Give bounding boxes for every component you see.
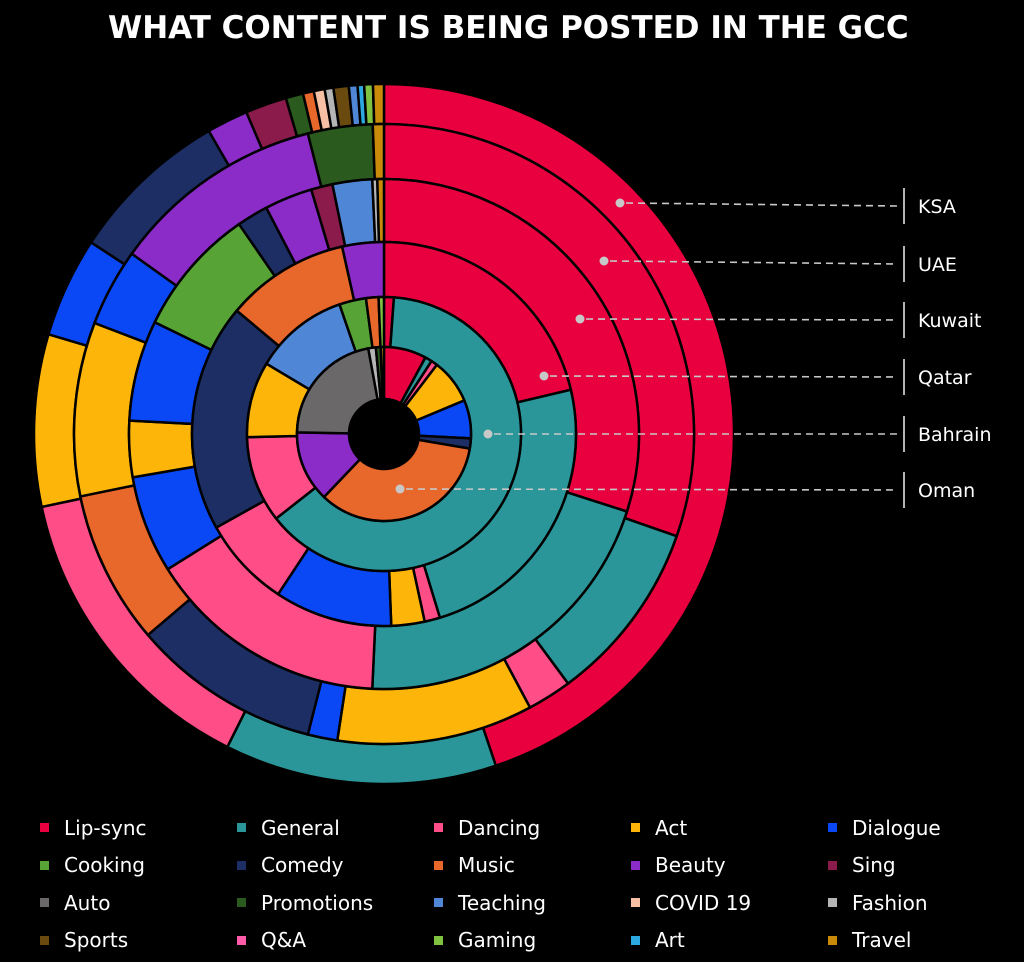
legend-swatch-general <box>237 823 246 833</box>
legend-item-q-a: Q&A <box>237 922 434 960</box>
legend-label: Beauty <box>655 853 726 878</box>
chart-canvas: KSA UAE Kuwait Qatar Bahrain Oman <box>32 82 992 786</box>
legend-item-travel: Travel <box>828 922 1020 960</box>
legend-item-art: Art <box>631 922 828 960</box>
ring-qatar <box>190 240 578 628</box>
legend-item-fashion: Fashion <box>828 884 1020 922</box>
slice-kuwait-act <box>127 419 197 479</box>
slice-uae-travel <box>371 122 386 181</box>
legend-swatch-covid-19 <box>631 898 640 908</box>
legend-swatch-gaming <box>434 935 443 945</box>
legend-swatch-act <box>631 823 640 833</box>
legend-item-promotions: Promotions <box>237 884 434 922</box>
ring-callouts: KSA UAE Kuwait Qatar Bahrain Oman <box>395 188 992 508</box>
legend-label: Music <box>458 853 515 878</box>
legend-item-act: Act <box>631 809 828 847</box>
legend-item-beauty: Beauty <box>631 847 828 885</box>
legend-swatch-teaching <box>434 898 443 908</box>
callout-dot-oman <box>395 484 405 494</box>
legend-label: Dancing <box>458 815 541 840</box>
ring-label-kuwait: Kuwait <box>918 310 981 332</box>
slice-oman-travel <box>379 345 386 401</box>
legend-swatch-art <box>631 935 640 945</box>
legend-label: Fashion <box>852 890 928 915</box>
legend-swatch-sports <box>40 935 49 945</box>
legend-label: Promotions <box>261 890 374 915</box>
legend-label: Dialogue <box>852 815 941 840</box>
legend-item-general: General <box>237 809 434 847</box>
legend-swatch-auto <box>40 898 49 908</box>
ring-oman <box>295 345 473 523</box>
legend-swatch-sing <box>828 860 837 870</box>
legend-item-covid-19: COVID 19 <box>631 884 828 922</box>
legend-item-comedy: Comedy <box>237 847 434 885</box>
legend-label: Gaming <box>458 928 537 953</box>
legend-item-dancing: Dancing <box>434 809 631 847</box>
callout-dot-qatar <box>539 371 549 381</box>
ring-label-oman: Oman <box>918 480 975 502</box>
legend-item-sports: Sports <box>40 922 237 960</box>
legend-item-gaming: Gaming <box>434 922 631 960</box>
legend-swatch-dialogue <box>828 823 837 833</box>
legend-swatch-comedy <box>237 860 246 870</box>
legend: Lip-sync General Dancing Act Dialogue Cooking… <box>40 809 1020 959</box>
slice-uae-promotions <box>306 122 377 189</box>
legend-swatch-cooking <box>40 860 49 870</box>
legend-label: General <box>261 815 340 840</box>
chart-title: WHAT CONTENT IS BEING POSTED IN THE GCC <box>108 10 909 46</box>
ring-kuwait <box>127 177 641 691</box>
legend-item-sing: Sing <box>828 847 1020 885</box>
callout-leader-kuwait <box>585 318 899 321</box>
legend-label: Sports <box>64 928 129 953</box>
ring-label-ksa: KSA <box>918 196 956 218</box>
callout-leader-ksa <box>625 202 899 207</box>
rings-group <box>32 82 736 786</box>
legend-swatch-q-a <box>237 935 246 945</box>
ring-label-bahrain: Bahrain <box>918 424 992 446</box>
legend-swatch-fashion <box>828 898 837 908</box>
callout-dot-kuwait <box>575 314 585 324</box>
legend-item-dialogue: Dialogue <box>828 809 1020 847</box>
legend-label: Act <box>655 815 688 840</box>
ring-label-uae: UAE <box>918 254 957 276</box>
legend-label: Q&A <box>261 928 307 953</box>
legend-label: Teaching <box>458 890 546 915</box>
legend-label: Lip-sync <box>64 815 147 840</box>
legend-label: Travel <box>852 928 912 953</box>
slice-kuwait-travel <box>376 177 386 244</box>
callout-dot-uae <box>599 256 609 266</box>
legend-item-lip-sync: Lip-sync <box>40 809 237 847</box>
legend-label: COVID 19 <box>655 890 752 915</box>
legend-label: Art <box>655 928 685 953</box>
legend-swatch-beauty <box>631 860 640 870</box>
legend-swatch-music <box>434 860 443 870</box>
callout-dot-ksa <box>615 198 625 208</box>
callout-leader-qatar <box>549 375 899 378</box>
callout-dot-bahrain <box>483 429 493 439</box>
legend-item-cooking: Cooking <box>40 847 237 885</box>
legend-swatch-lip-sync <box>40 823 49 833</box>
slice-ksa-travel <box>371 82 386 126</box>
legend-label: Auto <box>64 890 111 915</box>
legend-item-teaching: Teaching <box>434 884 631 922</box>
legend-swatch-dancing <box>434 823 443 833</box>
legend-swatch-travel <box>828 935 837 945</box>
legend-label: Cooking <box>64 853 145 878</box>
legend-swatch-promotions <box>237 898 246 908</box>
legend-item-music: Music <box>434 847 631 885</box>
callout-leader-oman <box>405 488 899 491</box>
center-hole <box>349 399 419 469</box>
legend-item-auto: Auto <box>40 884 237 922</box>
callout-leader-uae <box>609 260 899 265</box>
legend-label: Comedy <box>261 853 344 878</box>
legend-label: Sing <box>852 853 896 878</box>
slice-bahrain-gaming <box>377 295 386 349</box>
ring-label-qatar: Qatar <box>918 367 972 389</box>
